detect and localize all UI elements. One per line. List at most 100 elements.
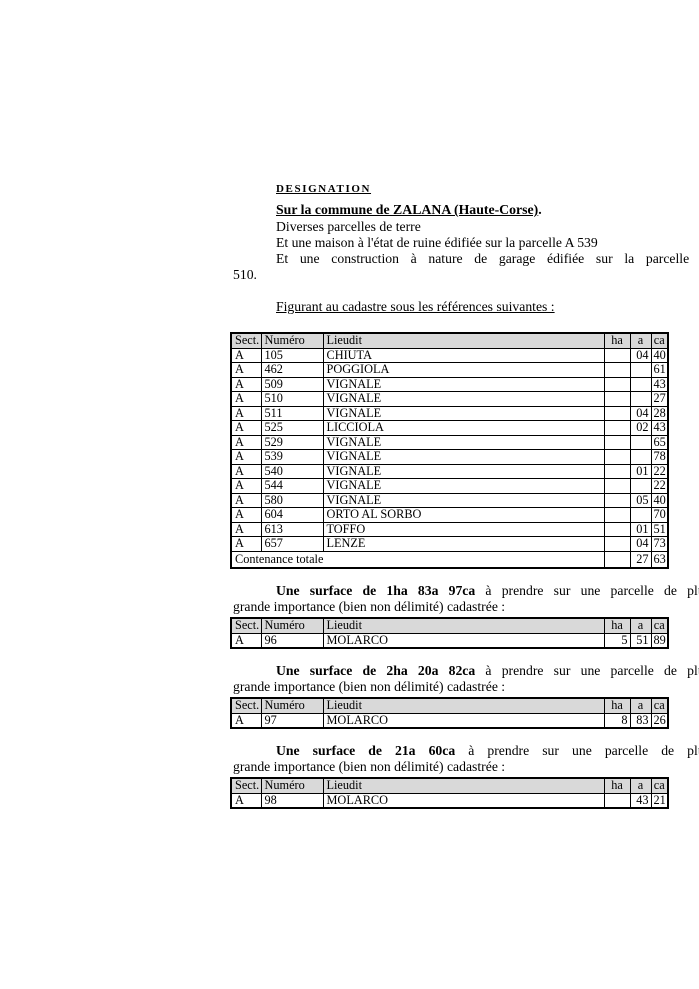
- cell-sect: A: [230, 712, 262, 729]
- cell-sect: A: [230, 478, 262, 494]
- table-row: A 525 LICCIOLA 02 43: [230, 420, 669, 436]
- header-cell-ca: ca: [650, 697, 669, 714]
- cell-numero: 510: [260, 391, 324, 407]
- commune-title-underlined: Sur la commune de ZALANA (Haute-Corse): [276, 202, 539, 217]
- cell-lieudit: VIGNALE: [322, 478, 605, 494]
- cell-sect: A: [230, 536, 262, 552]
- cell-ca: 28: [650, 405, 669, 421]
- table-row: A 462 POGGIOLA 61: [230, 362, 669, 378]
- table-total-row: Contenance totale 27 63: [230, 550, 669, 568]
- cell-numero: 613: [260, 521, 324, 537]
- cell-numero: 529: [260, 434, 324, 450]
- commune-title-suffix: .: [538, 202, 542, 217]
- header-cell-sect: Sect.: [230, 617, 262, 634]
- cell-a: [629, 362, 652, 378]
- cell-ha: [603, 792, 631, 809]
- table-row: A 604 ORTO AL SORBO 70: [230, 507, 669, 523]
- table-row: A 510 VIGNALE 27: [230, 391, 669, 407]
- header-cell-ca: ca: [650, 332, 669, 349]
- total-label: Contenance totale: [230, 550, 605, 568]
- header-cell-numero: Numéro: [260, 777, 324, 794]
- cell-sect: A: [230, 362, 262, 378]
- cell-lieudit: VIGNALE: [322, 376, 605, 392]
- table-row: A 96 MOLARCO 5 51 89: [230, 632, 669, 649]
- cell-ha: [603, 507, 631, 523]
- cell-sect: A: [230, 521, 262, 537]
- cell-numero: 604: [260, 507, 324, 523]
- cell-ca: 22: [650, 478, 669, 494]
- paragraph-parcelles: Diverses parcelles de terre: [276, 219, 421, 234]
- header-cell-numero: Numéro: [260, 697, 324, 714]
- total-ha: [603, 550, 631, 568]
- cell-numero: 511: [260, 405, 324, 421]
- header-cell-a: a: [629, 332, 652, 349]
- cell-numero: 544: [260, 478, 324, 494]
- cell-lieudit: TOFFO: [322, 521, 605, 537]
- cell-ca: 61: [650, 362, 669, 378]
- cell-sect: A: [230, 391, 262, 407]
- table-header-row: Sect. Numéro Lieudit ha a ca: [230, 697, 669, 714]
- cell-numero: 657: [260, 536, 324, 552]
- cell-sect: A: [230, 420, 262, 436]
- cell-ca: 65: [650, 434, 669, 450]
- cell-a: [629, 376, 652, 392]
- cell-a: 83: [629, 712, 652, 729]
- cell-ca: 43: [650, 376, 669, 392]
- cell-ha: [603, 420, 631, 436]
- cell-lieudit: VIGNALE: [322, 405, 605, 421]
- surface-heading-2-line2: grande importance (bien non délimité) ca…: [233, 679, 506, 694]
- cell-sect: A: [230, 792, 262, 809]
- cell-ha: [603, 463, 631, 479]
- table-row: A 539 VIGNALE 78: [230, 449, 669, 465]
- cell-lieudit: MOLARCO: [322, 632, 605, 649]
- cell-lieudit: MOLARCO: [322, 712, 605, 729]
- header-cell-ha: ha: [603, 777, 631, 794]
- cell-lieudit: LICCIOLA: [322, 420, 605, 436]
- figurant-line: Figurant au cadastre sous les références…: [276, 299, 555, 314]
- cell-ha: [603, 478, 631, 494]
- header-cell-ha: ha: [603, 332, 631, 349]
- main-cadastre-table: Sect. Numéro Lieudit ha a ca A 105 CHIUTA 0…: [230, 332, 669, 569]
- cell-sect: A: [230, 434, 262, 450]
- designation-heading: DESIGNATION: [276, 183, 372, 195]
- cell-ca: 78: [650, 449, 669, 465]
- cell-ha: [603, 362, 631, 378]
- cell-ha: [603, 521, 631, 537]
- table-row: A 580 VIGNALE 05 40: [230, 492, 669, 508]
- cell-ca: 40: [650, 347, 669, 363]
- cell-numero: 98: [260, 792, 324, 809]
- header-cell-lieudit: Lieudit: [322, 617, 605, 634]
- paragraph-garage-line1: Et une construction à nature de garage é…: [276, 251, 699, 266]
- designation-section: DESIGNATION: [233, 180, 699, 197]
- paragraph-maison: Et une maison à l'état de ruine édifiée …: [276, 235, 598, 250]
- cell-a: 01: [629, 521, 652, 537]
- cell-a: 05: [629, 492, 652, 508]
- cell-a: [629, 434, 652, 450]
- cell-ca: 21: [650, 792, 669, 809]
- table-row: A 509 VIGNALE 43: [230, 376, 669, 392]
- cell-ca: 26: [650, 712, 669, 729]
- cell-lieudit: POGGIOLA: [322, 362, 605, 378]
- header-cell-sect: Sect.: [230, 332, 262, 349]
- cell-sect: A: [230, 376, 262, 392]
- cell-lieudit: CHIUTA: [322, 347, 605, 363]
- total-ca: 63: [650, 550, 669, 568]
- cell-a: [629, 478, 652, 494]
- cell-sect: A: [230, 347, 262, 363]
- cell-ha: 5: [603, 632, 631, 649]
- header-cell-numero: Numéro: [260, 617, 324, 634]
- header-cell-a: a: [629, 777, 652, 794]
- figurant-line-wrap: Figurant au cadastre sous les références…: [233, 299, 699, 315]
- table-header-row: Sect. Numéro Lieudit ha a ca: [230, 332, 669, 349]
- header-cell-ha: ha: [603, 617, 631, 634]
- table-row: A 657 LENZE 04 73: [230, 536, 669, 552]
- cell-a: 04: [629, 347, 652, 363]
- cell-a: 02: [629, 420, 652, 436]
- cell-lieudit: LENZE: [322, 536, 605, 552]
- cell-ha: [603, 434, 631, 450]
- surface-heading-2-bold: Une surface de 2ha 20a 82ca: [276, 663, 486, 678]
- surface-heading-1: Une surface de 1ha 83a 97ca à prendre su…: [233, 583, 699, 599]
- surface-heading-3: Une surface de 21a 60ca à prendre sur un…: [233, 743, 699, 759]
- cell-sect: A: [230, 507, 262, 523]
